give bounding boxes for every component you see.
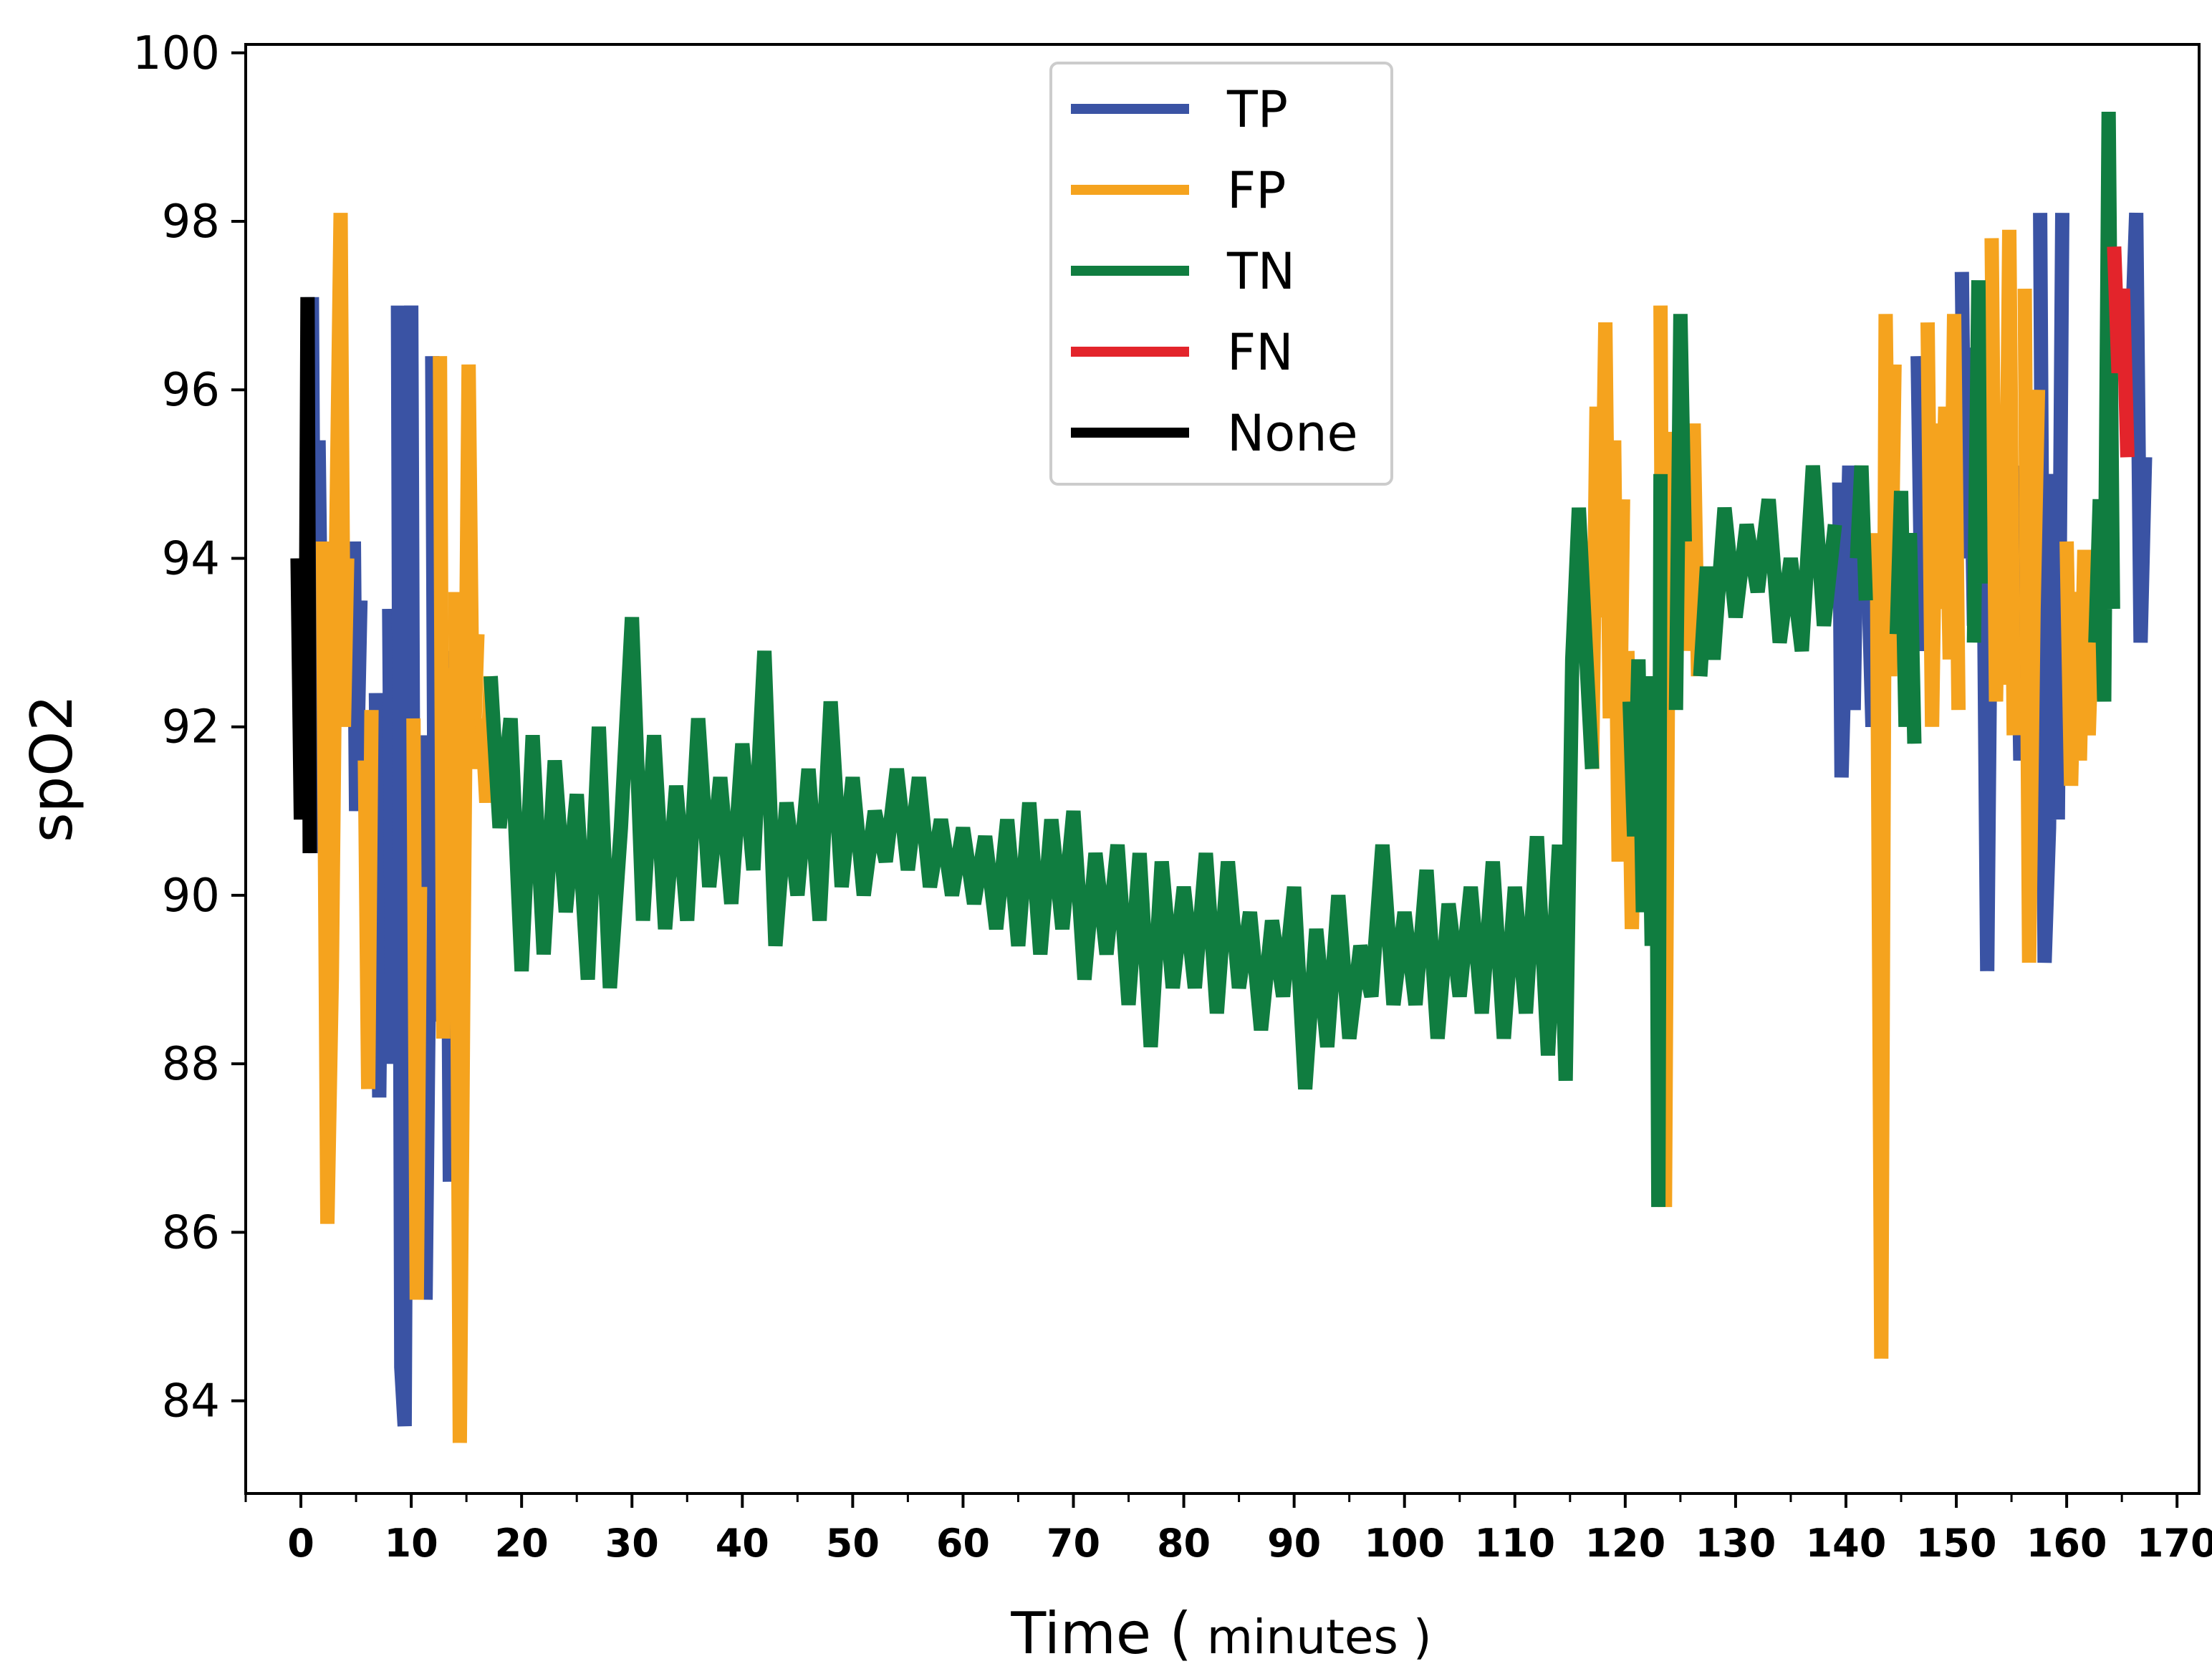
legend-label-fp: FP: [1227, 161, 1286, 220]
x-axis-label: Time ( minutes ): [1010, 1600, 1431, 1667]
x-tick-label-6: 60: [936, 1521, 990, 1566]
series-tp-segment-15: [2125, 212, 2153, 643]
series-none: [290, 297, 317, 854]
legend-label-tp: TP: [1226, 80, 1288, 139]
y-tick-label-3: 90: [162, 870, 220, 923]
series-fn: [2107, 246, 2135, 458]
y-tick-label-7: 98: [162, 196, 220, 249]
x-tick-label-8: 80: [1157, 1521, 1211, 1566]
series-fp-segment-1: [357, 710, 379, 1089]
series-fp-segment-4: [448, 364, 485, 1443]
y-tick-label-6: 96: [162, 364, 220, 417]
y-tick-label-2: 88: [162, 1038, 220, 1091]
series-fp-segment-2: [406, 718, 428, 1300]
x-tick-label-14: 140: [1806, 1521, 1887, 1566]
x-tick-label-10: 100: [1364, 1521, 1445, 1566]
plot-frame: [244, 43, 2201, 1495]
series-fp-segment-3: [433, 356, 454, 1039]
series-fp-segment-9: [1682, 423, 1706, 677]
x-tick-label-9: 90: [1267, 1521, 1321, 1566]
series-fp-segment-6: [1585, 322, 1630, 862]
series-none-segment-0: [290, 297, 317, 854]
series-tn-segment-4: [1850, 465, 1873, 601]
x-tick-label-13: 130: [1696, 1521, 1776, 1566]
legend-frame: [1049, 62, 1393, 486]
series-fn-segment-0: [2107, 246, 2135, 458]
legend-label-none: None: [1227, 404, 1358, 463]
x-tick-label-3: 30: [605, 1521, 659, 1566]
series-tp-segment-4: [390, 305, 421, 1427]
series-fp: [315, 213, 2101, 1443]
series-fp-segment-12: [1984, 229, 2021, 736]
x-tick-label-0: 0: [287, 1521, 314, 1566]
series-tn-segment-1: [1622, 473, 1668, 1208]
x-tick-label-17: 170: [2137, 1521, 2212, 1566]
y-tick-label-0: 84: [162, 1375, 220, 1428]
y-axis-label: spO2: [19, 695, 85, 842]
series-tp-segment-1: [347, 541, 368, 812]
legend-label-tn: TN: [1226, 242, 1295, 301]
x-tick-label-16: 160: [2026, 1521, 2107, 1566]
series-tp-segment-14: [2033, 213, 2069, 963]
series-layer: [290, 112, 2153, 1443]
x-tick-label-5: 50: [826, 1521, 880, 1566]
x-tick-label-11: 110: [1474, 1521, 1555, 1566]
x-tick-label-4: 40: [716, 1521, 769, 1566]
x-tick-label-7: 70: [1047, 1521, 1100, 1566]
series-tn-segment-2: [1668, 314, 1692, 711]
x-axis-label-sub: minutes ): [1192, 1610, 1432, 1665]
x-tick-label-15: 150: [1916, 1521, 1997, 1566]
series-fp-segment-11: [1920, 314, 1966, 727]
legend: TP FP TN FN None: [1049, 62, 1393, 486]
x-tick-label-12: 120: [1585, 1521, 1665, 1566]
x-tick-label-2: 20: [495, 1521, 549, 1566]
legend-label-fn: FN: [1227, 323, 1294, 382]
series-tp-segment-8: [1832, 465, 1865, 778]
y-axis: 84 86 88 90 92 94 96 98 100: [133, 27, 246, 1428]
series-tn-segment-3: [1693, 465, 1842, 677]
series-tn-segment-0: [484, 507, 1600, 1090]
y-tick-label-1: 86: [162, 1206, 220, 1259]
series-fp-segment-14: [2059, 541, 2101, 786]
series-fp-segment-13: [2017, 289, 2046, 963]
x-axis: 0 10 20 30 40 50 60 70 80 90 100 110 120 130 140 150 160…: [244, 1493, 2212, 1566]
y-tick-label-8: 100: [133, 27, 220, 80]
x-axis-label-main: Time (: [1010, 1600, 1191, 1667]
x-tick-label-1: 10: [385, 1521, 438, 1566]
series-fp-segment-0: [315, 213, 355, 1224]
series-fp-segment-10: [1870, 314, 1902, 1359]
series-tn-segment-7: [2088, 112, 2120, 702]
series-tn-segment-5: [1889, 491, 1922, 744]
y-tick-label-4: 92: [162, 701, 220, 754]
series-tn-segment-6: [1966, 280, 1988, 643]
y-tick-label-5: 94: [162, 532, 220, 585]
